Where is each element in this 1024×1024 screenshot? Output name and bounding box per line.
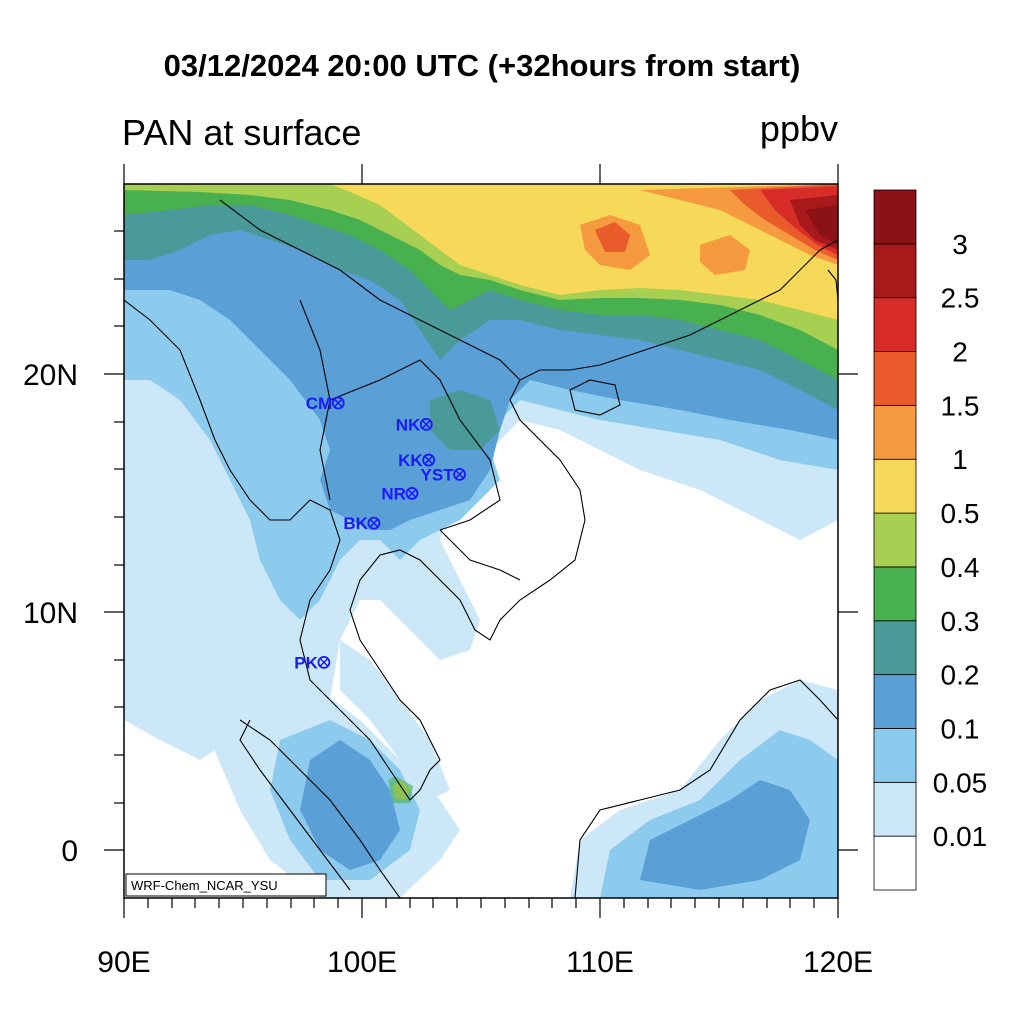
units-label: ppbv [759, 108, 838, 149]
colorbar-swatch [873, 351, 917, 406]
station-symbol-icon [419, 417, 433, 431]
station-label: YST [421, 465, 455, 484]
colorbar-tick-label: 0.2 [941, 660, 980, 691]
border-laos [329, 359, 501, 531]
field-level-02-borneo [640, 780, 810, 890]
colorbar-swatch [873, 781, 917, 837]
colorbar-swatch [873, 458, 917, 514]
colorbar-tick-label: 3 [952, 229, 968, 260]
station-marker: NK [396, 415, 433, 434]
field-level-1 [330, 184, 838, 320]
station-marker: KK [398, 451, 436, 470]
field-level-005-malaya [340, 640, 450, 800]
colorbar-swatch [873, 404, 917, 460]
colorbar-swatch [873, 674, 917, 729]
field-level-02-sumatra [300, 740, 400, 870]
station-symbol-icon [422, 453, 436, 467]
station-label: PK [294, 653, 318, 672]
colorbar-swatch [873, 189, 917, 245]
coastline-mainland [124, 239, 838, 801]
coastline-borneo [574, 679, 838, 898]
credit-box [125, 873, 327, 897]
colorbar-swatch [873, 566, 917, 622]
station-symbol-icon [453, 467, 466, 481]
y-tick-label: 10N [23, 597, 78, 630]
field-level-3-max [805, 205, 838, 245]
x-tick-label: 120E [803, 946, 873, 979]
x-tick-label: 90E [97, 946, 150, 979]
field-level-2-b [595, 222, 630, 252]
colorbar-swatch [873, 297, 917, 352]
station-symbol-icon [317, 655, 331, 669]
field-level-malacca-ring [388, 776, 413, 803]
station-label: BK [343, 514, 368, 533]
colorbar-tick-label: 0.3 [941, 606, 980, 637]
pan-concentration-field [124, 184, 838, 898]
station-label: NR [381, 484, 406, 503]
colorbar-tick-label: 0.05 [933, 767, 988, 798]
colorbar-swatch [873, 728, 917, 783]
coastlines-borders [124, 199, 838, 898]
colorbar-swatch [873, 620, 917, 676]
station-symbol-icon [367, 516, 381, 530]
coastline-hainan [569, 379, 621, 416]
station-marker: PK [294, 653, 331, 672]
axis-ticks [104, 164, 858, 918]
colorbar-tick-label: 1.5 [941, 390, 980, 421]
colorbar-tick-label: 0.01 [933, 821, 988, 852]
station-marker: YST [421, 465, 466, 484]
station-symbol-icon [331, 396, 345, 410]
station-label: NK [396, 415, 421, 434]
field-level-15-b [700, 235, 750, 275]
colorbar-tick-label: 2 [952, 337, 968, 368]
colorbar-tick-label: 0.4 [941, 552, 980, 583]
station-marker: BK [343, 514, 381, 533]
chart-title: 03/12/2024 20:00 UTC (+32hours from star… [163, 48, 801, 83]
station-label: CM [306, 394, 332, 413]
station-symbol-icon [405, 486, 419, 500]
y-tick-label: 0 [61, 835, 78, 868]
colorbar-tick-label: 2.5 [941, 283, 980, 314]
station-label: KK [398, 451, 423, 470]
variable-title: PAN at surface [122, 112, 362, 153]
colorbar-tick-label: 0.1 [941, 713, 980, 744]
station-marker: CM [306, 394, 345, 413]
x-tick-label: 100E [327, 946, 397, 979]
colorbar-tick-label: 0.5 [941, 498, 980, 529]
border-china [219, 199, 521, 381]
colorbar-tick-label: 1 [952, 444, 968, 475]
colorbar-swatch [873, 835, 917, 891]
field-level-03-laos [430, 390, 500, 450]
border-cambodia-vietnam [439, 529, 521, 581]
station-marker: NR [381, 484, 419, 503]
y-tick-label: 20N [23, 359, 78, 392]
colorbar-swatch [873, 512, 917, 568]
colorbar: 0.01 0.05 0.1 0.2 0.3 0.4 0.5 1 1.5 2 2.5 3 [873, 189, 988, 891]
coastline-sumatra [239, 719, 401, 898]
x-tick-label: 110E [566, 946, 634, 979]
colorbar-swatch [873, 243, 917, 299]
credit-text: WRF-Chem_NCAR_YSU [131, 878, 278, 893]
